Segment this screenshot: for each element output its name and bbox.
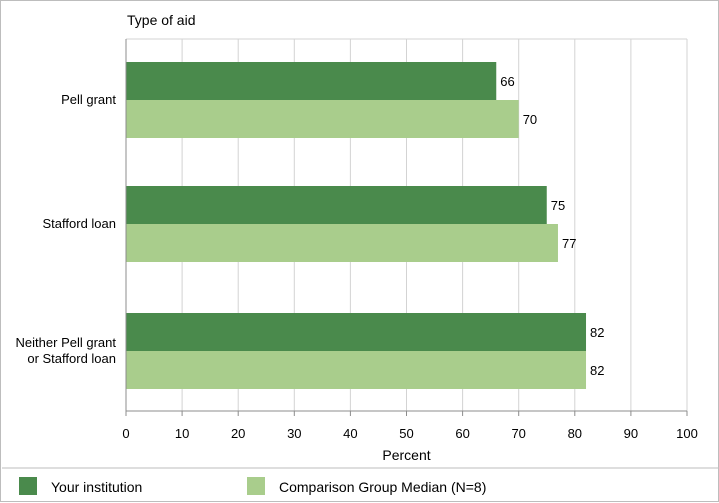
x-tick-label: 100 — [676, 426, 698, 441]
bar-comparison-median — [126, 224, 558, 262]
x-tick-label: 60 — [455, 426, 469, 441]
x-tick-label: 20 — [231, 426, 245, 441]
x-tick-label: 40 — [343, 426, 357, 441]
x-tick-label: 30 — [287, 426, 301, 441]
data-label: 75 — [551, 198, 565, 213]
legend-label: Your institution — [51, 479, 142, 495]
x-tick-label: 0 — [122, 426, 129, 441]
data-label: 70 — [523, 112, 537, 127]
category-label: or Stafford loan — [27, 351, 116, 366]
bar-comparison-median — [126, 351, 587, 389]
bar-your-institution — [126, 62, 497, 100]
legend-swatch — [247, 477, 265, 495]
x-axis-title: Percent — [382, 447, 430, 463]
data-label: 82 — [590, 363, 604, 378]
data-label: 66 — [500, 74, 514, 89]
legend-swatch — [19, 477, 37, 495]
x-tick-label: 50 — [399, 426, 413, 441]
data-label: 82 — [590, 325, 604, 340]
bar-your-institution — [126, 186, 547, 224]
x-tick-label: 70 — [511, 426, 525, 441]
y-axis-title: Type of aid — [127, 12, 196, 28]
legend-label: Comparison Group Median (N=8) — [279, 479, 486, 495]
category-label: Pell grant — [61, 92, 116, 107]
bar-comparison-median — [126, 100, 519, 138]
bar-your-institution — [126, 313, 587, 351]
x-tick-label: 10 — [175, 426, 189, 441]
category-label: Neither Pell grant — [16, 335, 117, 350]
x-tick-label: 90 — [624, 426, 638, 441]
x-tick-label: 80 — [568, 426, 582, 441]
data-label: 77 — [562, 236, 576, 251]
category-label: Stafford loan — [43, 216, 116, 231]
